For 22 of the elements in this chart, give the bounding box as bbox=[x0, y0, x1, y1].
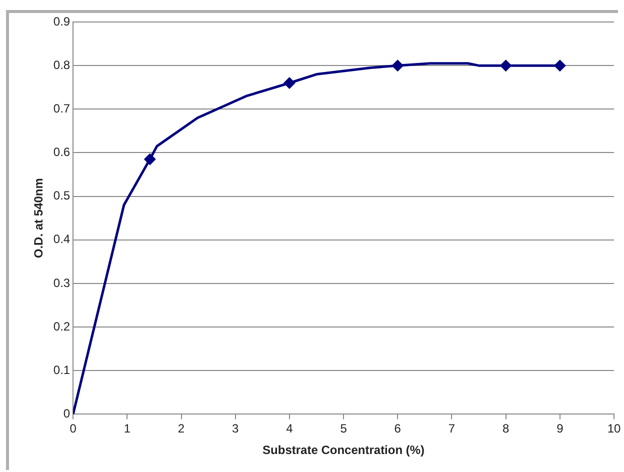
x-tick-label: 10 bbox=[607, 422, 621, 436]
x-tick-label: 2 bbox=[178, 422, 185, 436]
x-tick-label: 4 bbox=[286, 422, 294, 436]
x-tick-label: 5 bbox=[340, 422, 348, 436]
x-tick-label: 3 bbox=[232, 422, 240, 436]
x-tick-label: 1 bbox=[124, 422, 131, 436]
y-tick-label: 0.3 bbox=[53, 276, 70, 290]
y-tick-label: 0.2 bbox=[53, 319, 70, 334]
y-axis-title: O.D. at 540nm bbox=[32, 178, 46, 258]
x-tick-label: 8 bbox=[502, 422, 510, 436]
y-tick-label: 0.6 bbox=[53, 145, 70, 160]
y-tick-label: 0.9 bbox=[53, 14, 70, 28]
x-tick-label: 6 bbox=[394, 422, 402, 436]
x-axis-title: Substrate Concentration (%) bbox=[262, 443, 425, 458]
x-tick-label: 7 bbox=[448, 422, 456, 436]
y-tick-label: 0.5 bbox=[53, 188, 70, 203]
y-tick-label: 0 bbox=[63, 406, 70, 421]
y-tick-label: 0.7 bbox=[53, 101, 70, 116]
x-tick-label: 9 bbox=[556, 422, 564, 436]
y-tick-label: 0.8 bbox=[53, 58, 70, 72]
y-tick-label: 0.1 bbox=[53, 362, 70, 377]
y-tick-label: 0.4 bbox=[53, 232, 70, 246]
